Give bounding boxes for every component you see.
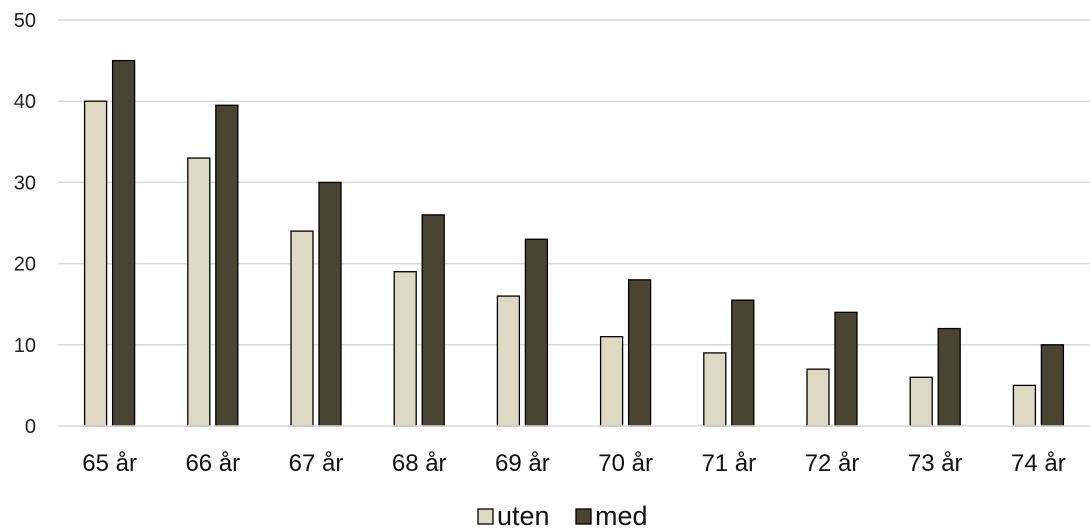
legend-swatch-uten bbox=[477, 508, 494, 525]
y-tick-label: 20 bbox=[14, 254, 36, 276]
y-tick-label: 50 bbox=[14, 10, 36, 32]
bar-med bbox=[524, 238, 549, 427]
legend: uten med bbox=[477, 501, 648, 530]
y-tick-label: 10 bbox=[14, 335, 36, 357]
x-tick-label: 73 år bbox=[908, 450, 963, 477]
bar-med bbox=[834, 311, 858, 427]
bar-med bbox=[937, 327, 961, 427]
bar-uten bbox=[806, 368, 830, 427]
x-tick-label: 70 år bbox=[598, 450, 653, 477]
legend-label-med: med bbox=[595, 501, 648, 530]
y-tick-label: 30 bbox=[14, 172, 36, 194]
bar-med bbox=[111, 59, 136, 427]
bar-uten bbox=[393, 271, 417, 427]
bar-med bbox=[731, 299, 755, 427]
y-tick-label: 40 bbox=[14, 91, 36, 113]
bar-uten bbox=[599, 336, 624, 427]
bar-uten bbox=[290, 230, 314, 427]
y-axis-ticks: 0 10 20 30 40 50 bbox=[14, 10, 36, 438]
x-tick-label: 71 år bbox=[701, 450, 756, 477]
x-tick-label: 69 år bbox=[495, 450, 550, 477]
x-tick-label: 68 år bbox=[392, 450, 447, 477]
x-axis-ticks: 65 år 66 år 67 år 68 år 69 år 70 år 71 år 72 år… bbox=[82, 450, 1066, 477]
x-tick-label: 72 år bbox=[805, 450, 860, 477]
bar-uten bbox=[909, 376, 933, 427]
bar-med bbox=[421, 214, 445, 427]
gridlines bbox=[58, 19, 1090, 346]
legend-label-uten: uten bbox=[497, 501, 550, 530]
x-tick-label: 66 år bbox=[185, 450, 240, 477]
bar-med bbox=[318, 181, 342, 427]
bar-med bbox=[215, 104, 239, 427]
bar-uten bbox=[83, 100, 108, 427]
bar-med bbox=[627, 279, 652, 427]
bar-uten bbox=[496, 295, 521, 427]
bar-uten bbox=[703, 352, 727, 427]
bar-med bbox=[1040, 344, 1065, 427]
bar-uten bbox=[187, 157, 211, 427]
x-tick-label: 67 år bbox=[289, 450, 344, 477]
x-tick-label: 74 år bbox=[1011, 450, 1066, 477]
bar-uten bbox=[1012, 384, 1037, 427]
bars bbox=[83, 59, 1065, 427]
x-tick-label: 65 år bbox=[82, 450, 137, 477]
y-tick-label: 0 bbox=[25, 416, 36, 438]
legend-swatch-med bbox=[575, 508, 592, 525]
